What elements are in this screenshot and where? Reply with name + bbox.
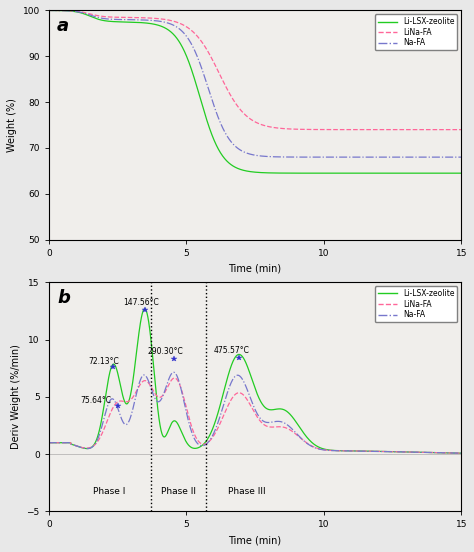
X-axis label: Time (min): Time (min) [228, 263, 282, 273]
Text: 72.13°C: 72.13°C [89, 357, 119, 365]
Legend: Li-LSX-zeolite, LiNa-FA, Na-FA: Li-LSX-zeolite, LiNa-FA, Na-FA [374, 286, 457, 322]
Legend: Li-LSX-zeolite, LiNa-FA, Na-FA: Li-LSX-zeolite, LiNa-FA, Na-FA [374, 14, 457, 50]
Text: 147.56°C: 147.56°C [123, 298, 159, 307]
Text: a: a [57, 17, 69, 35]
Text: 75.64°C: 75.64°C [80, 396, 111, 405]
Text: Phase II: Phase II [161, 487, 196, 496]
Text: 475.57°C: 475.57°C [214, 346, 250, 355]
Text: b: b [57, 289, 70, 307]
Text: Phase III: Phase III [228, 487, 265, 496]
X-axis label: Time (min): Time (min) [228, 535, 282, 545]
Y-axis label: Weight (%): Weight (%) [7, 98, 17, 152]
Text: Phase I: Phase I [93, 487, 126, 496]
Y-axis label: Deriv Weight (%/min): Deriv Weight (%/min) [11, 344, 21, 449]
Text: 290.30°C: 290.30°C [148, 347, 183, 357]
